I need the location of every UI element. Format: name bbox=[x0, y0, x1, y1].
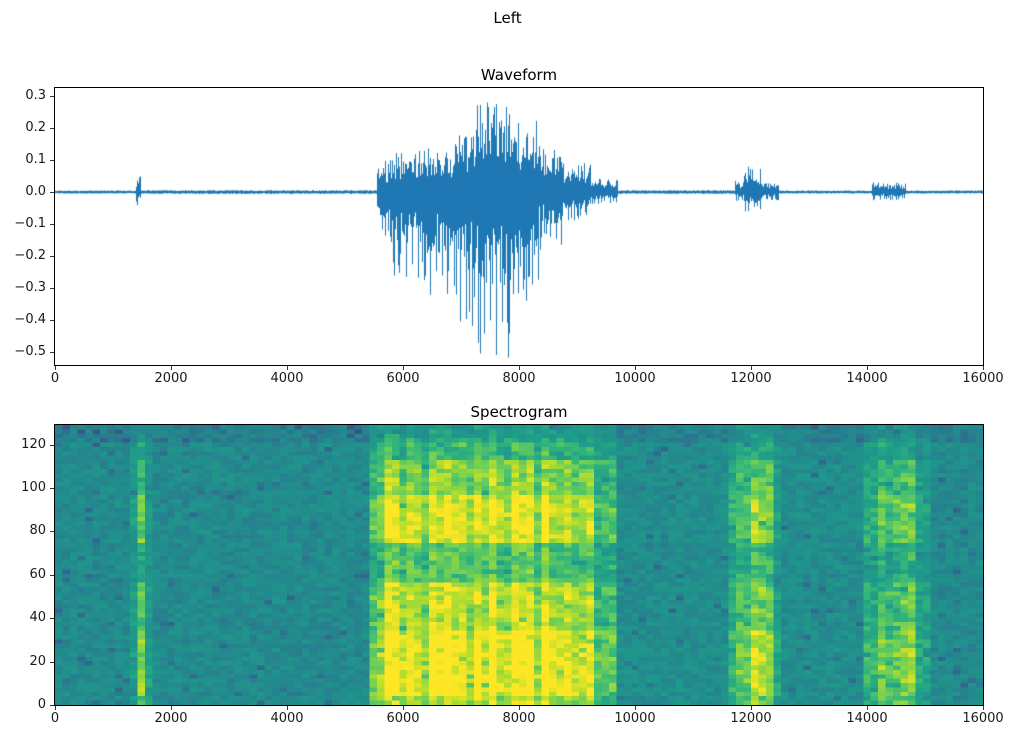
y-tick-mark bbox=[50, 444, 54, 446]
y-tick-mark bbox=[50, 160, 54, 162]
x-tick-mark bbox=[287, 706, 288, 710]
x-tick-label: 10000 bbox=[614, 711, 656, 726]
y-tick-label: 80 bbox=[29, 523, 46, 539]
x-tick-mark bbox=[751, 366, 752, 370]
y-tick-mark bbox=[50, 661, 54, 663]
y-tick-label: 100 bbox=[21, 479, 46, 495]
y-tick-mark bbox=[50, 705, 54, 706]
y-tick-mark bbox=[50, 224, 54, 226]
y-tick-label: −0.4 bbox=[14, 312, 46, 328]
x-tick-mark bbox=[55, 706, 56, 710]
x-tick-label: 14000 bbox=[846, 371, 888, 386]
x-tick-label: 14000 bbox=[846, 711, 888, 726]
y-tick-mark bbox=[50, 487, 54, 489]
x-tick-mark bbox=[751, 706, 752, 710]
y-tick-label: 0.0 bbox=[25, 184, 46, 200]
y-tick-label: 0.3 bbox=[25, 88, 46, 103]
y-tick-label: −0.2 bbox=[14, 248, 46, 264]
x-tick-mark bbox=[55, 366, 56, 370]
x-tick-label: 12000 bbox=[730, 711, 772, 726]
waveform-title: Waveform bbox=[480, 66, 558, 84]
y-tick-label: −0.3 bbox=[14, 280, 46, 296]
figure-suptitle: Left bbox=[493, 9, 522, 27]
x-tick-mark bbox=[519, 366, 520, 370]
spectrogram-title: Spectrogram bbox=[470, 403, 568, 421]
y-tick-label: 0.1 bbox=[25, 152, 46, 168]
y-tick-label: 40 bbox=[29, 610, 46, 626]
x-tick-mark bbox=[403, 366, 404, 370]
x-tick-label: 2000 bbox=[154, 371, 188, 386]
y-tick-label: 60 bbox=[29, 566, 46, 582]
y-tick-mark bbox=[50, 320, 54, 322]
x-tick-mark bbox=[635, 706, 636, 710]
y-tick-label: −0.1 bbox=[14, 216, 46, 232]
y-tick-label: −0.5 bbox=[14, 344, 46, 360]
x-tick-label: 8000 bbox=[502, 371, 536, 386]
x-tick-label: 2000 bbox=[154, 711, 188, 726]
y-tick-mark bbox=[50, 96, 54, 97]
x-tick-mark bbox=[983, 706, 984, 710]
x-tick-label: 10000 bbox=[614, 371, 656, 386]
x-tick-mark bbox=[287, 366, 288, 370]
x-tick-label: 0 bbox=[50, 371, 60, 386]
waveform-canvas bbox=[55, 88, 983, 365]
y-tick-label: 20 bbox=[29, 653, 46, 669]
x-tick-label: 6000 bbox=[386, 371, 420, 386]
y-tick-label: 120 bbox=[21, 436, 46, 452]
x-tick-mark bbox=[635, 366, 636, 370]
y-tick-mark bbox=[50, 352, 54, 354]
y-tick-label: 0.2 bbox=[25, 120, 46, 136]
x-tick-label: 4000 bbox=[270, 711, 304, 726]
spectrogram-plot-area bbox=[54, 424, 984, 706]
y-tick-label: 0 bbox=[37, 697, 46, 712]
x-tick-label: 16000 bbox=[962, 711, 1004, 726]
x-tick-label: 6000 bbox=[386, 711, 420, 726]
x-tick-mark bbox=[983, 366, 984, 370]
y-tick-mark bbox=[50, 256, 54, 258]
x-tick-label: 12000 bbox=[730, 371, 772, 386]
x-tick-mark bbox=[867, 706, 868, 710]
x-tick-label: 16000 bbox=[962, 371, 1004, 386]
x-tick-label: 4000 bbox=[270, 371, 304, 386]
y-tick-mark bbox=[50, 574, 54, 576]
waveform-plot-area bbox=[54, 87, 984, 366]
y-tick-mark bbox=[50, 288, 54, 290]
x-tick-mark bbox=[519, 706, 520, 710]
y-tick-mark bbox=[50, 618, 54, 620]
x-tick-mark bbox=[171, 706, 172, 710]
x-tick-mark bbox=[403, 706, 404, 710]
y-tick-mark bbox=[50, 128, 54, 130]
spectrogram-canvas bbox=[55, 425, 983, 705]
x-tick-mark bbox=[171, 366, 172, 370]
x-tick-mark bbox=[867, 366, 868, 370]
x-tick-label: 8000 bbox=[502, 711, 536, 726]
x-tick-label: 0 bbox=[50, 711, 60, 726]
y-tick-mark bbox=[50, 192, 54, 194]
y-tick-mark bbox=[50, 531, 54, 533]
